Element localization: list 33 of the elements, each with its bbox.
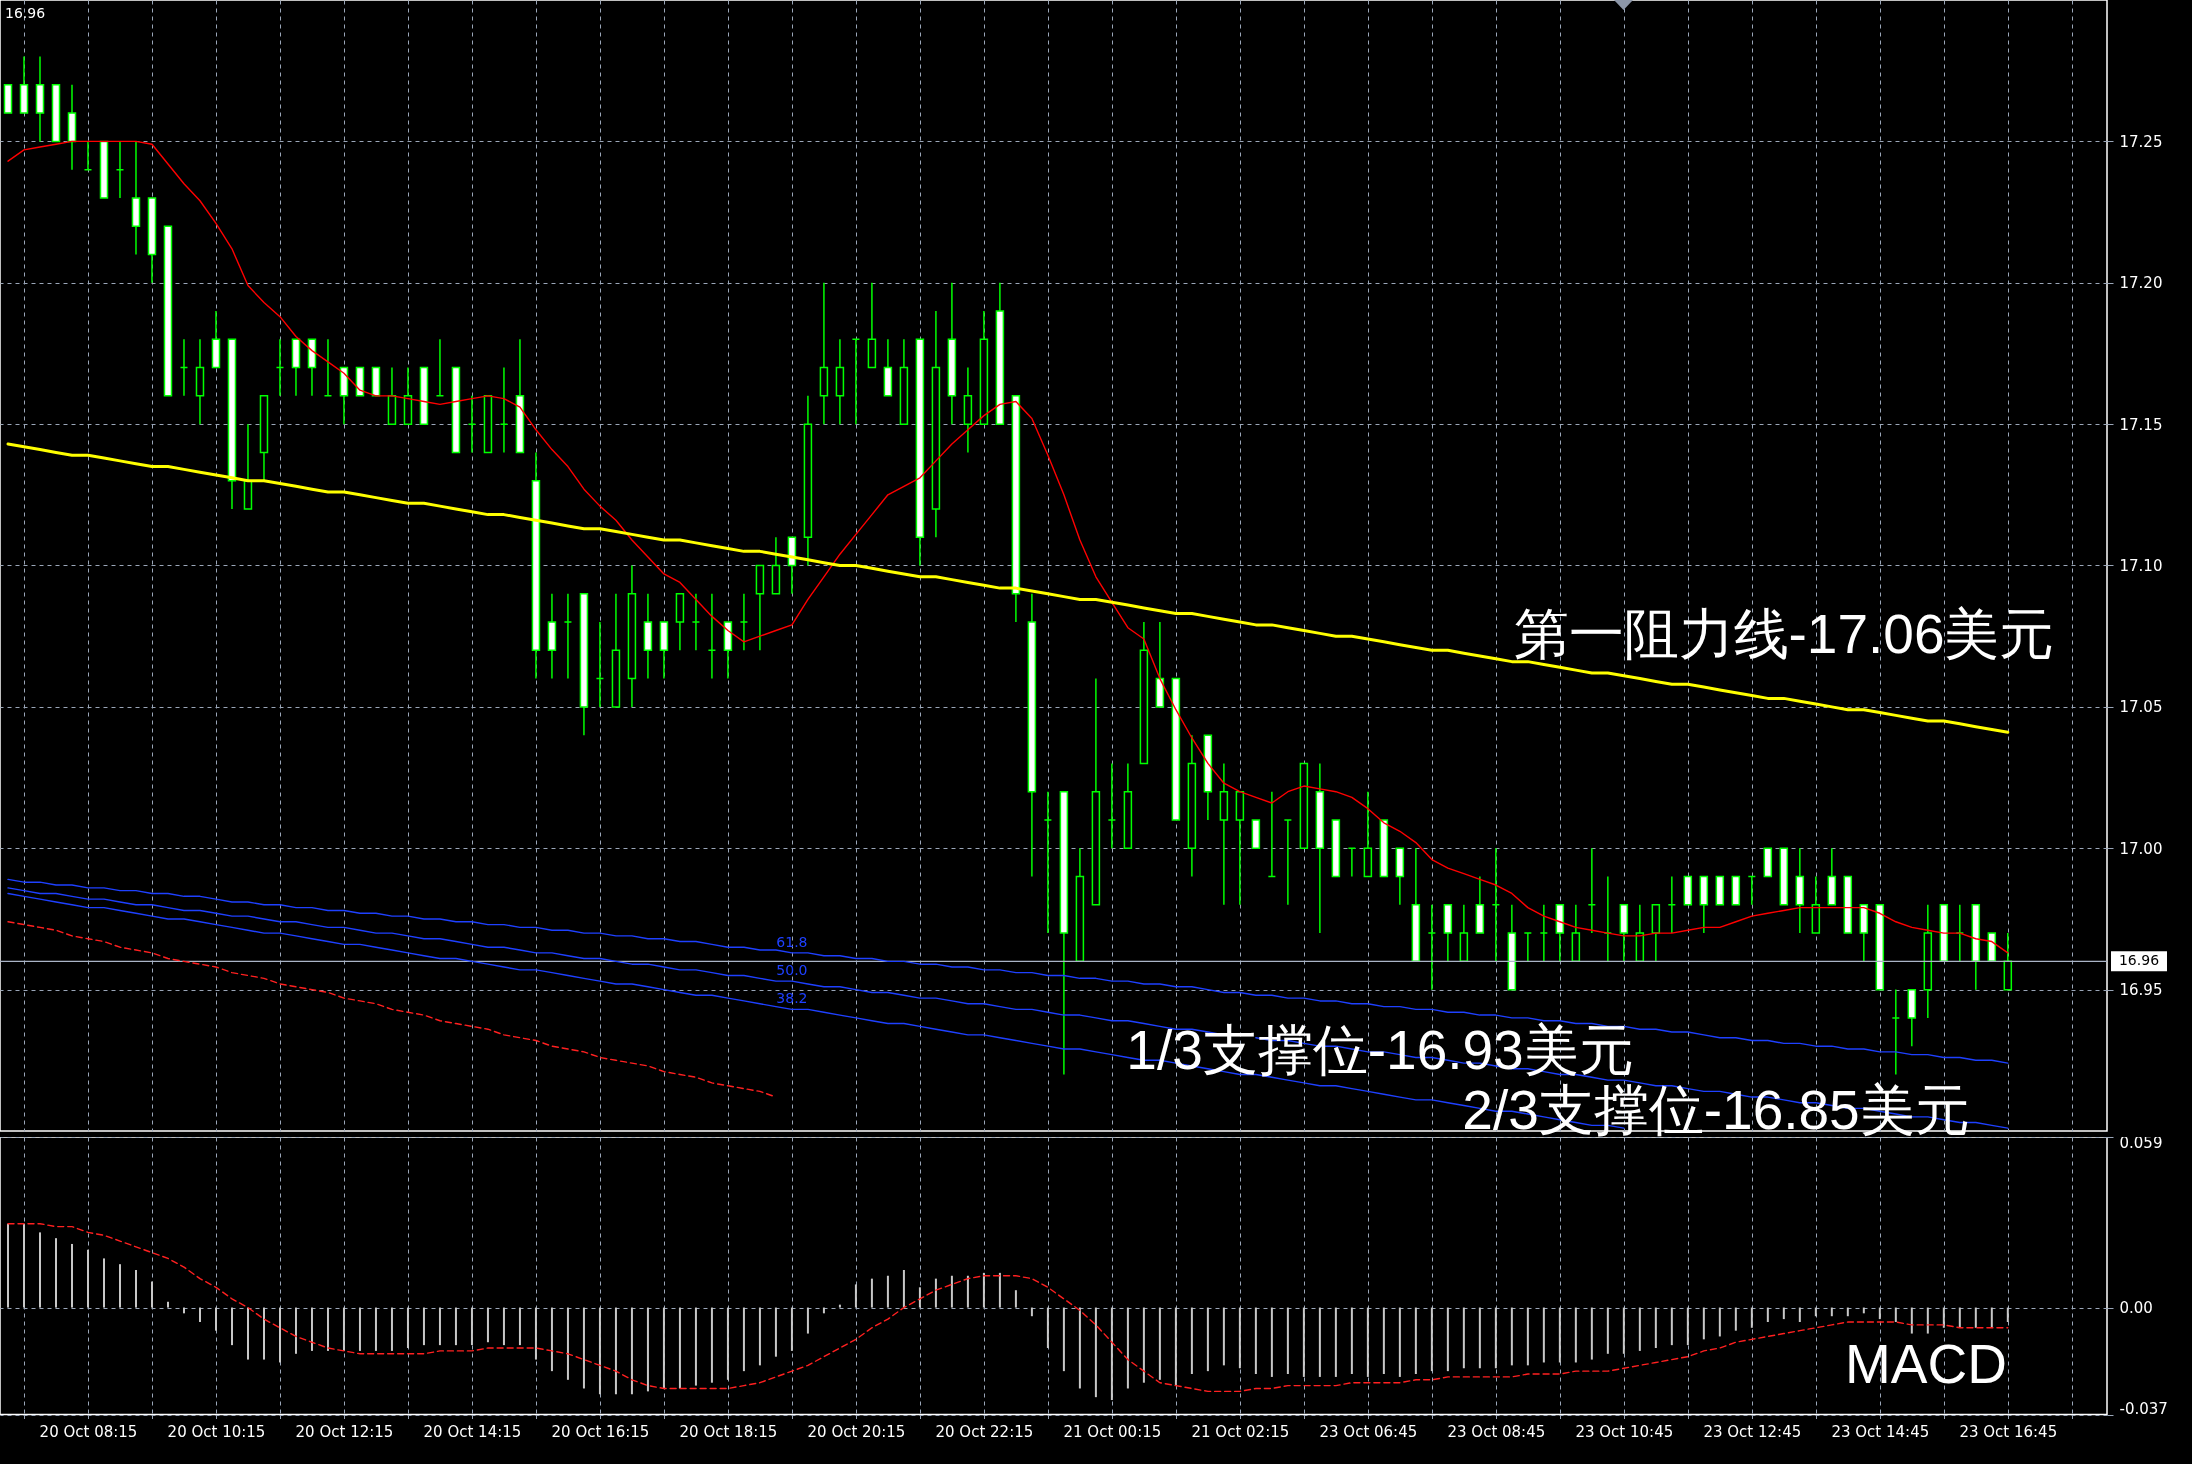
series-label: 61.8 bbox=[776, 933, 808, 950]
y-tick-label: 0.059 bbox=[2119, 1133, 2163, 1152]
x-tick-label: 20 Oct 16:15 bbox=[551, 1423, 650, 1441]
x-tick-label: 20 Oct 22:15 bbox=[935, 1423, 1034, 1441]
x-tick-label: 23 Oct 12:45 bbox=[1703, 1423, 1802, 1441]
annotation: MACD bbox=[1845, 1333, 2007, 1395]
x-tick-label: 23 Oct 16:45 bbox=[1959, 1423, 2058, 1441]
x-tick-label: 23 Oct 08:45 bbox=[1447, 1423, 1546, 1441]
x-tick-label: 20 Oct 10:15 bbox=[167, 1423, 266, 1441]
y-tick-label: 17.15 bbox=[2119, 415, 2163, 434]
y-tick-label: -0.037 bbox=[2119, 1400, 2168, 1418]
x-tick-label: 23 Oct 06:45 bbox=[1319, 1423, 1418, 1441]
annotation: 16.96 bbox=[5, 5, 46, 21]
x-tick-label: 20 Oct 18:15 bbox=[679, 1423, 778, 1441]
x-tick-label: 20 Oct 12:15 bbox=[295, 1423, 394, 1441]
x-tick-label: 21 Oct 00:15 bbox=[1063, 1423, 1162, 1441]
x-tick-label: 20 Oct 08:15 bbox=[39, 1423, 138, 1441]
x-tick-label: 23 Oct 10:45 bbox=[1575, 1423, 1674, 1441]
x-tick-label: 21 Oct 02:15 bbox=[1191, 1423, 1290, 1441]
x-tick-label: 23 Oct 14:45 bbox=[1831, 1423, 1930, 1441]
y-tick-label: 17.20 bbox=[2119, 274, 2163, 293]
y-tick-label: 0.00 bbox=[2119, 1299, 2153, 1318]
series-label: 50.0 bbox=[776, 962, 808, 979]
y-tick-label: 17.25 bbox=[2119, 132, 2163, 151]
y-tick-label: 17.05 bbox=[2119, 698, 2163, 717]
x-tick-label: 20 Oct 14:15 bbox=[423, 1423, 522, 1441]
series-label: 38.2 bbox=[776, 990, 808, 1007]
y-tick-label: 17.10 bbox=[2119, 557, 2163, 575]
ref-line-label: 16.96 bbox=[2118, 952, 2160, 969]
x-tick-label: 20 Oct 20:15 bbox=[807, 1423, 906, 1441]
y-tick-label: 17.00 bbox=[2119, 839, 2163, 858]
annotation: 第一阻力线-17.06美元 bbox=[1513, 603, 2055, 665]
y-tick-label: 16.95 bbox=[2119, 981, 2163, 1000]
